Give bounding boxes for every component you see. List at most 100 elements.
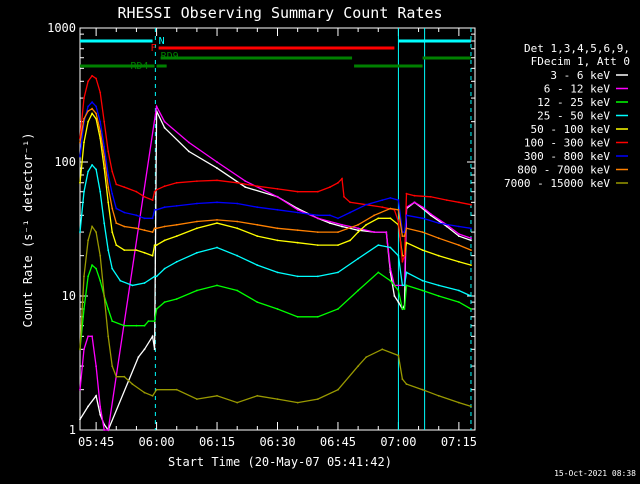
x-tick-label: 06:00 [139,435,175,449]
data-point [316,231,319,234]
data-point [196,220,198,223]
data-point [357,289,359,292]
data-point [107,308,110,310]
data-point [401,284,404,287]
data-point [143,348,146,351]
data-point [244,186,247,189]
data-point [276,208,279,211]
data-point [91,112,93,115]
data-point [357,231,359,234]
data-point [429,213,432,215]
data-point [421,388,424,391]
data-point [103,155,106,158]
data-point [119,279,122,282]
data-point [175,223,178,226]
x-tick-label: 06:30 [259,435,295,449]
data-point [153,190,156,193]
data-point [107,249,110,252]
data-point [349,211,351,214]
data-point [329,186,331,189]
data-point [236,289,239,292]
legend-item-label: 12 - 25 keV [537,96,610,109]
data-point [87,110,89,112]
data-point [79,418,81,421]
data-point [107,186,110,189]
data-point [236,254,239,257]
data-point [316,398,319,400]
data-point [337,181,339,184]
data-point [103,145,106,148]
data-point [470,295,472,297]
data-point [381,206,384,209]
data-point [187,141,190,144]
data-point [87,105,89,108]
data-point [175,388,178,391]
data-point [256,394,259,397]
data-point [123,211,126,214]
data-point [151,394,154,397]
data-point [123,324,126,327]
data-point [405,192,408,195]
data-point [175,298,178,300]
x-tick-label: 07:15 [441,435,477,449]
data-point [151,217,154,220]
data-point [236,227,239,230]
data-point [87,405,89,408]
data-point [470,203,472,206]
data-point [421,279,424,282]
data-point [79,155,81,158]
legend: Det 1,3,4,5,6,9,FDecim 1, Att 03 - 6 keV… [504,42,630,190]
data-point [413,194,416,197]
data-point [175,260,178,263]
data-point [296,208,299,211]
data-point [111,231,114,234]
data-point [83,308,85,310]
data-point [137,356,140,358]
data-point [357,229,359,232]
data-point [216,394,218,397]
data-point [349,239,351,242]
data-point [153,227,156,230]
data-point [357,227,359,230]
data-point [357,223,359,226]
data-point [316,315,319,318]
data-point [216,219,218,221]
data-point [99,413,102,416]
legend-item-label: 50 - 100 keV [531,123,611,136]
data-point [437,284,440,287]
data-point [316,275,319,278]
data-point [365,223,368,226]
data-point [123,225,126,228]
data-point [421,217,424,220]
data-point [389,207,392,210]
data-point [83,97,85,99]
data-point [216,179,218,182]
data-point [405,227,408,230]
data-point [458,235,460,238]
data-point [296,275,299,278]
data-point [470,264,472,266]
data-point [123,186,126,189]
data-point [115,375,118,378]
data-point [87,335,89,338]
data-point [256,206,259,209]
data-point [83,348,85,351]
data-point [175,235,178,238]
data-point [341,225,343,228]
data-point [337,308,339,310]
data-point [123,375,126,378]
data-point [403,308,406,310]
data-point [87,120,89,123]
legend-item-label: 6 - 12 keV [544,83,611,96]
legend-item-label: 7000 - 15000 keV [504,177,610,190]
data-point [135,324,138,327]
data-point [151,254,154,257]
data-point [115,244,118,247]
data-point [95,394,97,397]
data-point [341,223,343,226]
data-point [458,225,460,228]
data-point [111,320,114,322]
data-point [296,229,299,232]
data-point [111,207,114,210]
